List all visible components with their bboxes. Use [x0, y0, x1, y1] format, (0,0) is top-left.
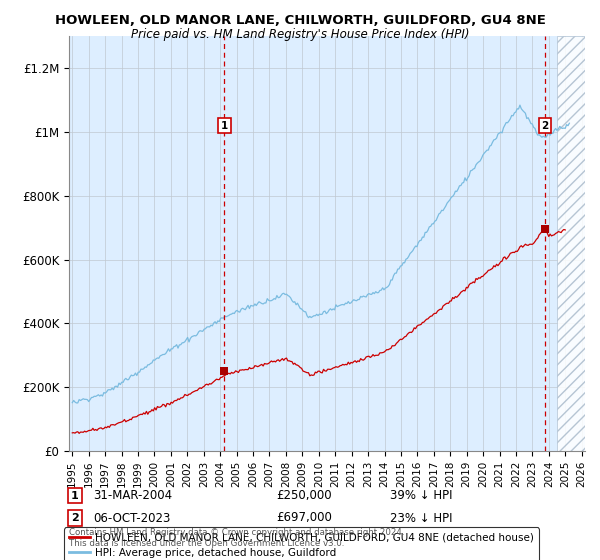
- Text: 2: 2: [541, 120, 548, 130]
- Text: 23% ↓ HPI: 23% ↓ HPI: [390, 511, 452, 525]
- Text: HOWLEEN, OLD MANOR LANE, CHILWORTH, GUILDFORD, GU4 8NE: HOWLEEN, OLD MANOR LANE, CHILWORTH, GUIL…: [55, 14, 545, 27]
- Text: £250,000: £250,000: [276, 489, 332, 502]
- Legend: HOWLEEN, OLD MANOR LANE, CHILWORTH, GUILDFORD, GU4 8NE (detached house), HPI: Av: HOWLEEN, OLD MANOR LANE, CHILWORTH, GUIL…: [64, 528, 539, 560]
- Text: 39% ↓ HPI: 39% ↓ HPI: [390, 489, 452, 502]
- Text: Price paid vs. HM Land Registry's House Price Index (HPI): Price paid vs. HM Land Registry's House …: [131, 28, 469, 41]
- Text: 1: 1: [221, 120, 228, 130]
- Text: Contains HM Land Registry data © Crown copyright and database right 2024.
This d: Contains HM Land Registry data © Crown c…: [69, 528, 404, 548]
- Text: 2: 2: [71, 513, 79, 523]
- Text: 06-OCT-2023: 06-OCT-2023: [93, 511, 170, 525]
- Text: £697,000: £697,000: [276, 511, 332, 525]
- Text: 31-MAR-2004: 31-MAR-2004: [93, 489, 172, 502]
- Bar: [557, 36, 590, 451]
- Text: 1: 1: [71, 491, 79, 501]
